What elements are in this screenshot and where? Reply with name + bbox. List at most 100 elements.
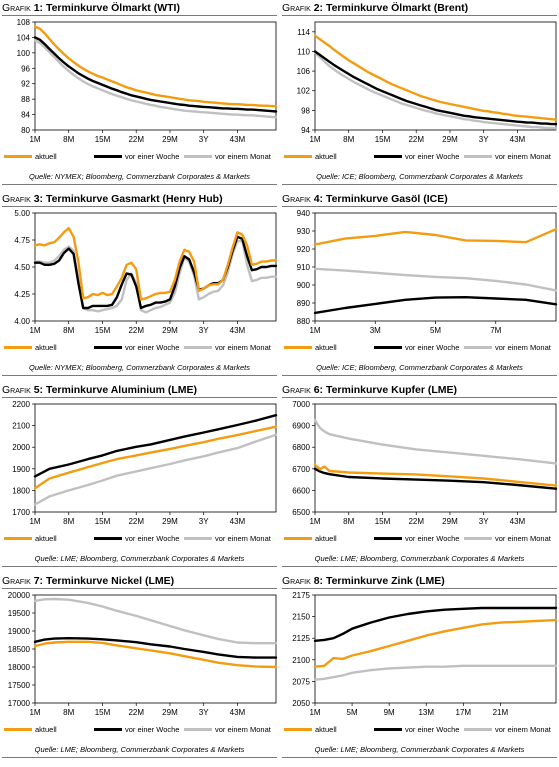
x-tick-label: 8M	[343, 135, 354, 144]
y-tick-label: 900	[297, 281, 311, 290]
y-tick-label: 1700	[12, 508, 30, 517]
chart-legend: aktuell vor einer Woche vor einem Monat	[282, 725, 557, 737]
chart-source: Quelle: LME; Bloomberg, Commerzbank Corp…	[314, 554, 525, 563]
y-tick-label: 6500	[292, 508, 310, 517]
legend-label: vor einem Monat	[495, 534, 551, 543]
x-tick-label: 1M	[309, 517, 320, 526]
plot-frame	[34, 212, 277, 322]
legend-label: vor einem Monat	[215, 152, 271, 161]
legend-label: vor einer Woche	[405, 725, 460, 734]
x-tick-label: 15M	[375, 135, 391, 144]
legend-label: vor einem Monat	[215, 534, 271, 543]
line-chart: 94 98 102 106 110 114 1M 8M 15M 22M 29M 3Y 43M	[297, 21, 558, 144]
grafik-number: 8:	[310, 575, 326, 587]
legend-label: aktuell	[315, 534, 337, 543]
legend-label: vor einer Woche	[125, 534, 180, 543]
chart-source: Quelle: NYMEX; Bloomberg, Commerzbank Co…	[29, 363, 250, 372]
x-tick-label: 22M	[408, 135, 424, 144]
line-chart: 2050 2075 2100 2125 2150 2175 1M 5M 9M 13M 17M 21M	[292, 591, 558, 717]
y-tick-label: 2150	[292, 613, 310, 622]
grafik-label: Grafik	[282, 575, 311, 587]
chart-title: Grafik 8: Terminkurve Zink (LME)	[282, 573, 557, 589]
chart-source: Quelle: ICE; Bloomberg, Commerzbank Corp…	[316, 363, 523, 372]
title-rule	[2, 397, 277, 398]
grafik-number: 5:	[30, 384, 46, 396]
title-rule	[282, 206, 557, 207]
chart-source: Quelle: LME; Bloomberg, Commerzbank Corp…	[34, 554, 245, 563]
title-rule	[282, 397, 557, 398]
chart-title: Grafik 4: Terminkurve Gasöl (ICE)	[282, 191, 557, 207]
legend-label: vor einer Woche	[405, 534, 460, 543]
x-tick-label: 22M	[128, 326, 144, 335]
plot-frame	[34, 21, 277, 131]
y-tick-label: 2100	[292, 656, 310, 665]
chart-panel: Grafik 2: Terminkurve Ölmarkt (Brent) 94 9…	[282, 0, 558, 191]
bottom-rule	[2, 375, 277, 376]
legend-label: vor einer Woche	[125, 152, 180, 161]
x-tick-label: 7M	[490, 326, 501, 335]
legend-swatch	[374, 155, 402, 158]
chart-legend: aktuell vor einer Woche vor einem Monat	[2, 152, 277, 164]
y-tick-label: 114	[297, 28, 310, 37]
chart-title-text: Terminkurve Aluminium (LME)	[45, 384, 198, 396]
x-tick-label: 29M	[162, 135, 178, 144]
y-tick-label: 920	[297, 245, 311, 254]
x-tick-label: 22M	[408, 517, 424, 526]
x-tick-label: 43M	[230, 708, 246, 717]
y-tick-label: 2050	[292, 699, 310, 708]
series-line-aktuell	[313, 228, 558, 246]
plot-frame	[314, 212, 557, 322]
legend-swatch	[4, 346, 32, 349]
legend-swatch	[184, 346, 212, 349]
x-tick-label: 1M	[29, 708, 40, 717]
x-tick-label: 8M	[63, 326, 74, 335]
legend-label: vor einem Monat	[215, 343, 271, 352]
x-tick-label: 29M	[442, 517, 458, 526]
x-tick-label: 43M	[510, 135, 526, 144]
y-tick-label: 94	[301, 126, 310, 135]
x-tick-label: 5M	[347, 708, 358, 717]
legend-label: aktuell	[35, 534, 57, 543]
y-tick-label: 4.50	[14, 263, 30, 272]
y-tick-label: 92	[21, 80, 30, 89]
chart-title-text: Terminkurve Kupfer (LME)	[325, 384, 458, 396]
chart-panel: Grafik 1: Terminkurve Ölmarkt (WTI) 80 84 8…	[2, 0, 278, 191]
legend-label: vor einem Monat	[495, 343, 551, 352]
x-tick-label: 29M	[162, 326, 178, 335]
x-tick-label: 1M	[29, 326, 40, 335]
x-tick-label: 13M	[418, 708, 434, 717]
series-line-vor-einem-monat	[313, 267, 558, 292]
bottom-rule	[2, 566, 277, 567]
y-tick-label: 2175	[292, 591, 310, 600]
chart-source: Quelle: NYMEX; Bloomberg, Commerzbank Co…	[29, 172, 250, 181]
x-tick-label: 22M	[128, 708, 144, 717]
x-tick-label: 9M	[384, 708, 395, 717]
y-tick-label: 18000	[8, 663, 31, 672]
legend-swatch	[184, 728, 212, 731]
chart-panel: Grafik 4: Terminkurve Gasöl (ICE) 880 890 9…	[282, 191, 558, 382]
legend-swatch	[4, 155, 32, 158]
x-tick-label: 8M	[343, 517, 354, 526]
series-line-vor-einem-monat	[313, 664, 558, 681]
grafik-label: Grafik	[2, 193, 31, 205]
x-tick-label: 8M	[63, 708, 74, 717]
y-tick-label: 890	[297, 299, 311, 308]
chart-panel: Grafik 7: Terminkurve Nickel (LME) 17000 1…	[2, 573, 278, 764]
series-line-vor-einer-woche	[33, 637, 278, 659]
legend-swatch	[374, 728, 402, 731]
y-tick-label: 108	[17, 18, 31, 27]
chart-title: Grafik 3: Terminkurve Gasmarkt (Henry Hu…	[2, 191, 277, 207]
grafik-label: Grafik	[282, 193, 311, 205]
x-tick-label: 29M	[162, 708, 178, 717]
grafik-label: Grafik	[2, 2, 31, 14]
chart-source: Quelle: ICE; Bloomberg, Commerzbank Corp…	[316, 172, 523, 181]
y-tick-label: 1900	[12, 465, 30, 474]
plot-frame	[314, 403, 557, 513]
grafik-number: 4:	[310, 193, 326, 205]
x-tick-label: 43M	[510, 517, 526, 526]
legend-label: aktuell	[35, 725, 57, 734]
y-tick-label: 110	[297, 47, 310, 56]
bottom-rule	[282, 184, 557, 185]
y-tick-label: 2125	[292, 634, 310, 643]
series-line-vor-einem-monat	[33, 39, 278, 119]
